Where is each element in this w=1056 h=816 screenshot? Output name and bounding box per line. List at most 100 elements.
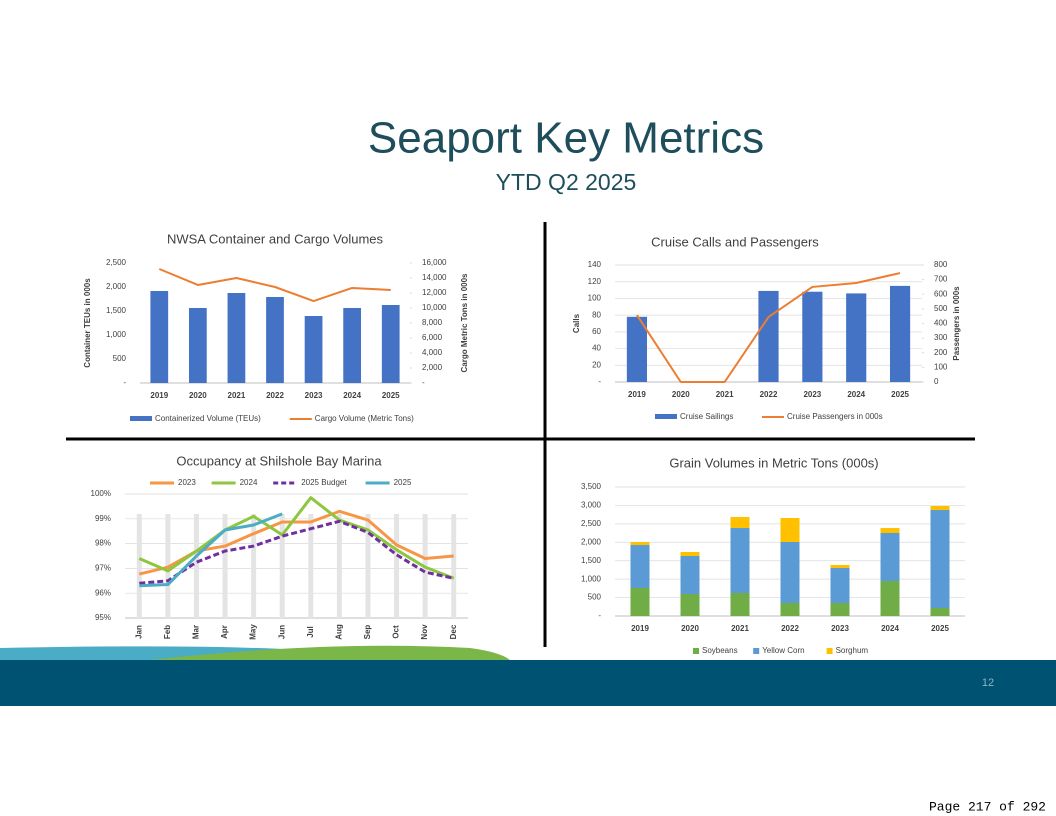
bar-segment — [830, 568, 850, 603]
y2-tick-label: 2,000 — [422, 363, 443, 372]
x-tick-label: 2022 — [760, 390, 778, 399]
bar-segment — [730, 517, 750, 529]
y-tick-label: 100% — [91, 489, 111, 498]
legend-swatch — [693, 648, 699, 654]
y-tick-label: 2,000 — [106, 282, 127, 291]
bar-segment — [830, 602, 850, 616]
bar — [758, 290, 779, 382]
y-tick-label: 1,500 — [581, 556, 602, 565]
y2-tick-label: 8,000 — [422, 318, 443, 327]
legend-swatch — [130, 416, 152, 421]
y-tick-label: 2,500 — [106, 258, 127, 267]
bar — [626, 316, 648, 382]
y-tick-label: 2,000 — [581, 537, 602, 546]
bar-segment — [780, 517, 800, 542]
bar — [304, 315, 323, 383]
x-tick-label: 2024 — [881, 624, 899, 633]
bar-segment — [680, 593, 700, 616]
x-tick-label: 2019 — [631, 624, 649, 633]
legend-swatch — [826, 648, 833, 654]
bar-segment — [630, 587, 650, 616]
legend-label: Yellow Corn — [762, 646, 804, 655]
legend-label: Containerized Volume (TEUs) — [155, 414, 261, 423]
y2-tick-label: 300 — [934, 333, 948, 342]
x-tick-label: 2021 — [228, 391, 246, 400]
bar — [343, 307, 362, 383]
y2-tick-label: 600 — [934, 289, 948, 298]
y-tick-label: 3,500 — [581, 482, 602, 491]
y2-tick-label: 0 — [934, 377, 939, 386]
y-tick-label: 96% — [95, 588, 111, 597]
y2-axis-label: Passengers in 000s — [952, 286, 961, 361]
line — [139, 519, 455, 585]
bar-segment — [680, 552, 700, 556]
chart-title: NWSA Container and Cargo Volumes — [167, 231, 384, 246]
bar — [266, 296, 284, 383]
x-tick-label: Dec — [449, 624, 458, 639]
x-tick-label: 2019 — [628, 390, 646, 399]
legend-label: Cruise Sailings — [680, 412, 733, 421]
y-tick-label: - — [123, 378, 126, 387]
y2-tick-label: 10,000 — [422, 303, 447, 312]
y2-tick-label: 4,000 — [422, 348, 443, 357]
y2-tick-label: 100 — [934, 362, 948, 371]
y-tick-label: 98% — [95, 539, 111, 548]
legend-swatch — [655, 414, 677, 419]
bar-segment — [880, 580, 900, 616]
x-tick-label: 2023 — [831, 624, 849, 633]
chart-title: Grain Volumes in Metric Tons (000s) — [669, 455, 878, 470]
x-tick-label: 2024 — [343, 391, 361, 400]
x-tick-label: 2022 — [781, 624, 799, 633]
footer-band — [0, 660, 1056, 706]
x-tick-label: Apr — [220, 625, 229, 639]
x-tick-label: 2019 — [150, 391, 168, 400]
x-tick-label: 2021 — [731, 624, 749, 633]
y-tick-label: - — [598, 611, 601, 620]
bar-segment — [880, 528, 900, 533]
x-tick-label: Nov — [420, 624, 429, 640]
legend-label: Cargo Volume (Metric Tons) — [315, 414, 414, 423]
y-tick-label: 3,000 — [581, 501, 602, 510]
y2-tick-label: 14,000 — [422, 273, 447, 282]
bar-segment — [780, 602, 800, 616]
x-tick-label: 2020 — [681, 624, 699, 633]
bar-segment — [880, 532, 900, 581]
y-tick-label: 120 — [588, 277, 602, 286]
x-tick-label: 2020 — [672, 390, 690, 399]
legend-label: Cruise Passengers in 000s — [787, 412, 883, 421]
x-tick-label: 2025 — [382, 391, 400, 400]
x-tick-label: 2023 — [305, 391, 323, 400]
legend-label: Sorghum — [836, 646, 869, 655]
y2-tick-label: 16,000 — [422, 258, 447, 267]
y-tick-label: 1,000 — [106, 330, 127, 339]
bar-segment — [730, 528, 750, 594]
x-tick-label: 2022 — [266, 391, 284, 400]
bar-segment — [780, 541, 800, 603]
bar-segment — [930, 506, 950, 510]
y-tick-label: 60 — [592, 327, 601, 336]
slide-number: 12 — [982, 677, 994, 689]
bar-segment — [730, 593, 750, 616]
line — [636, 272, 901, 383]
bar — [802, 291, 823, 382]
y2-axis-label: Cargo Metric Tons in 000s — [460, 273, 469, 373]
y-tick-label: 97% — [95, 564, 111, 573]
y-axis-label: Calls — [572, 313, 581, 333]
legend-label: 2023 — [178, 478, 196, 487]
y-tick-label: 140 — [588, 260, 602, 269]
bar-segment — [930, 608, 950, 616]
slide-subtitle: YTD Q2 2025 — [496, 169, 637, 195]
legend-label: 2025 Budget — [301, 478, 347, 487]
x-tick-label: Feb — [163, 625, 172, 639]
y-tick-label: 1,500 — [106, 306, 127, 315]
y-tick-label: 2,500 — [581, 519, 602, 528]
x-tick-label: May — [249, 624, 258, 640]
y-tick-label: 95% — [95, 613, 111, 622]
y2-tick-label: 700 — [934, 275, 948, 284]
slide-title: Seaport Key Metrics — [368, 114, 764, 163]
wave — [150, 645, 510, 660]
bar-segment — [680, 555, 700, 594]
bar-segment — [830, 564, 850, 569]
x-tick-label: Mar — [192, 625, 201, 639]
